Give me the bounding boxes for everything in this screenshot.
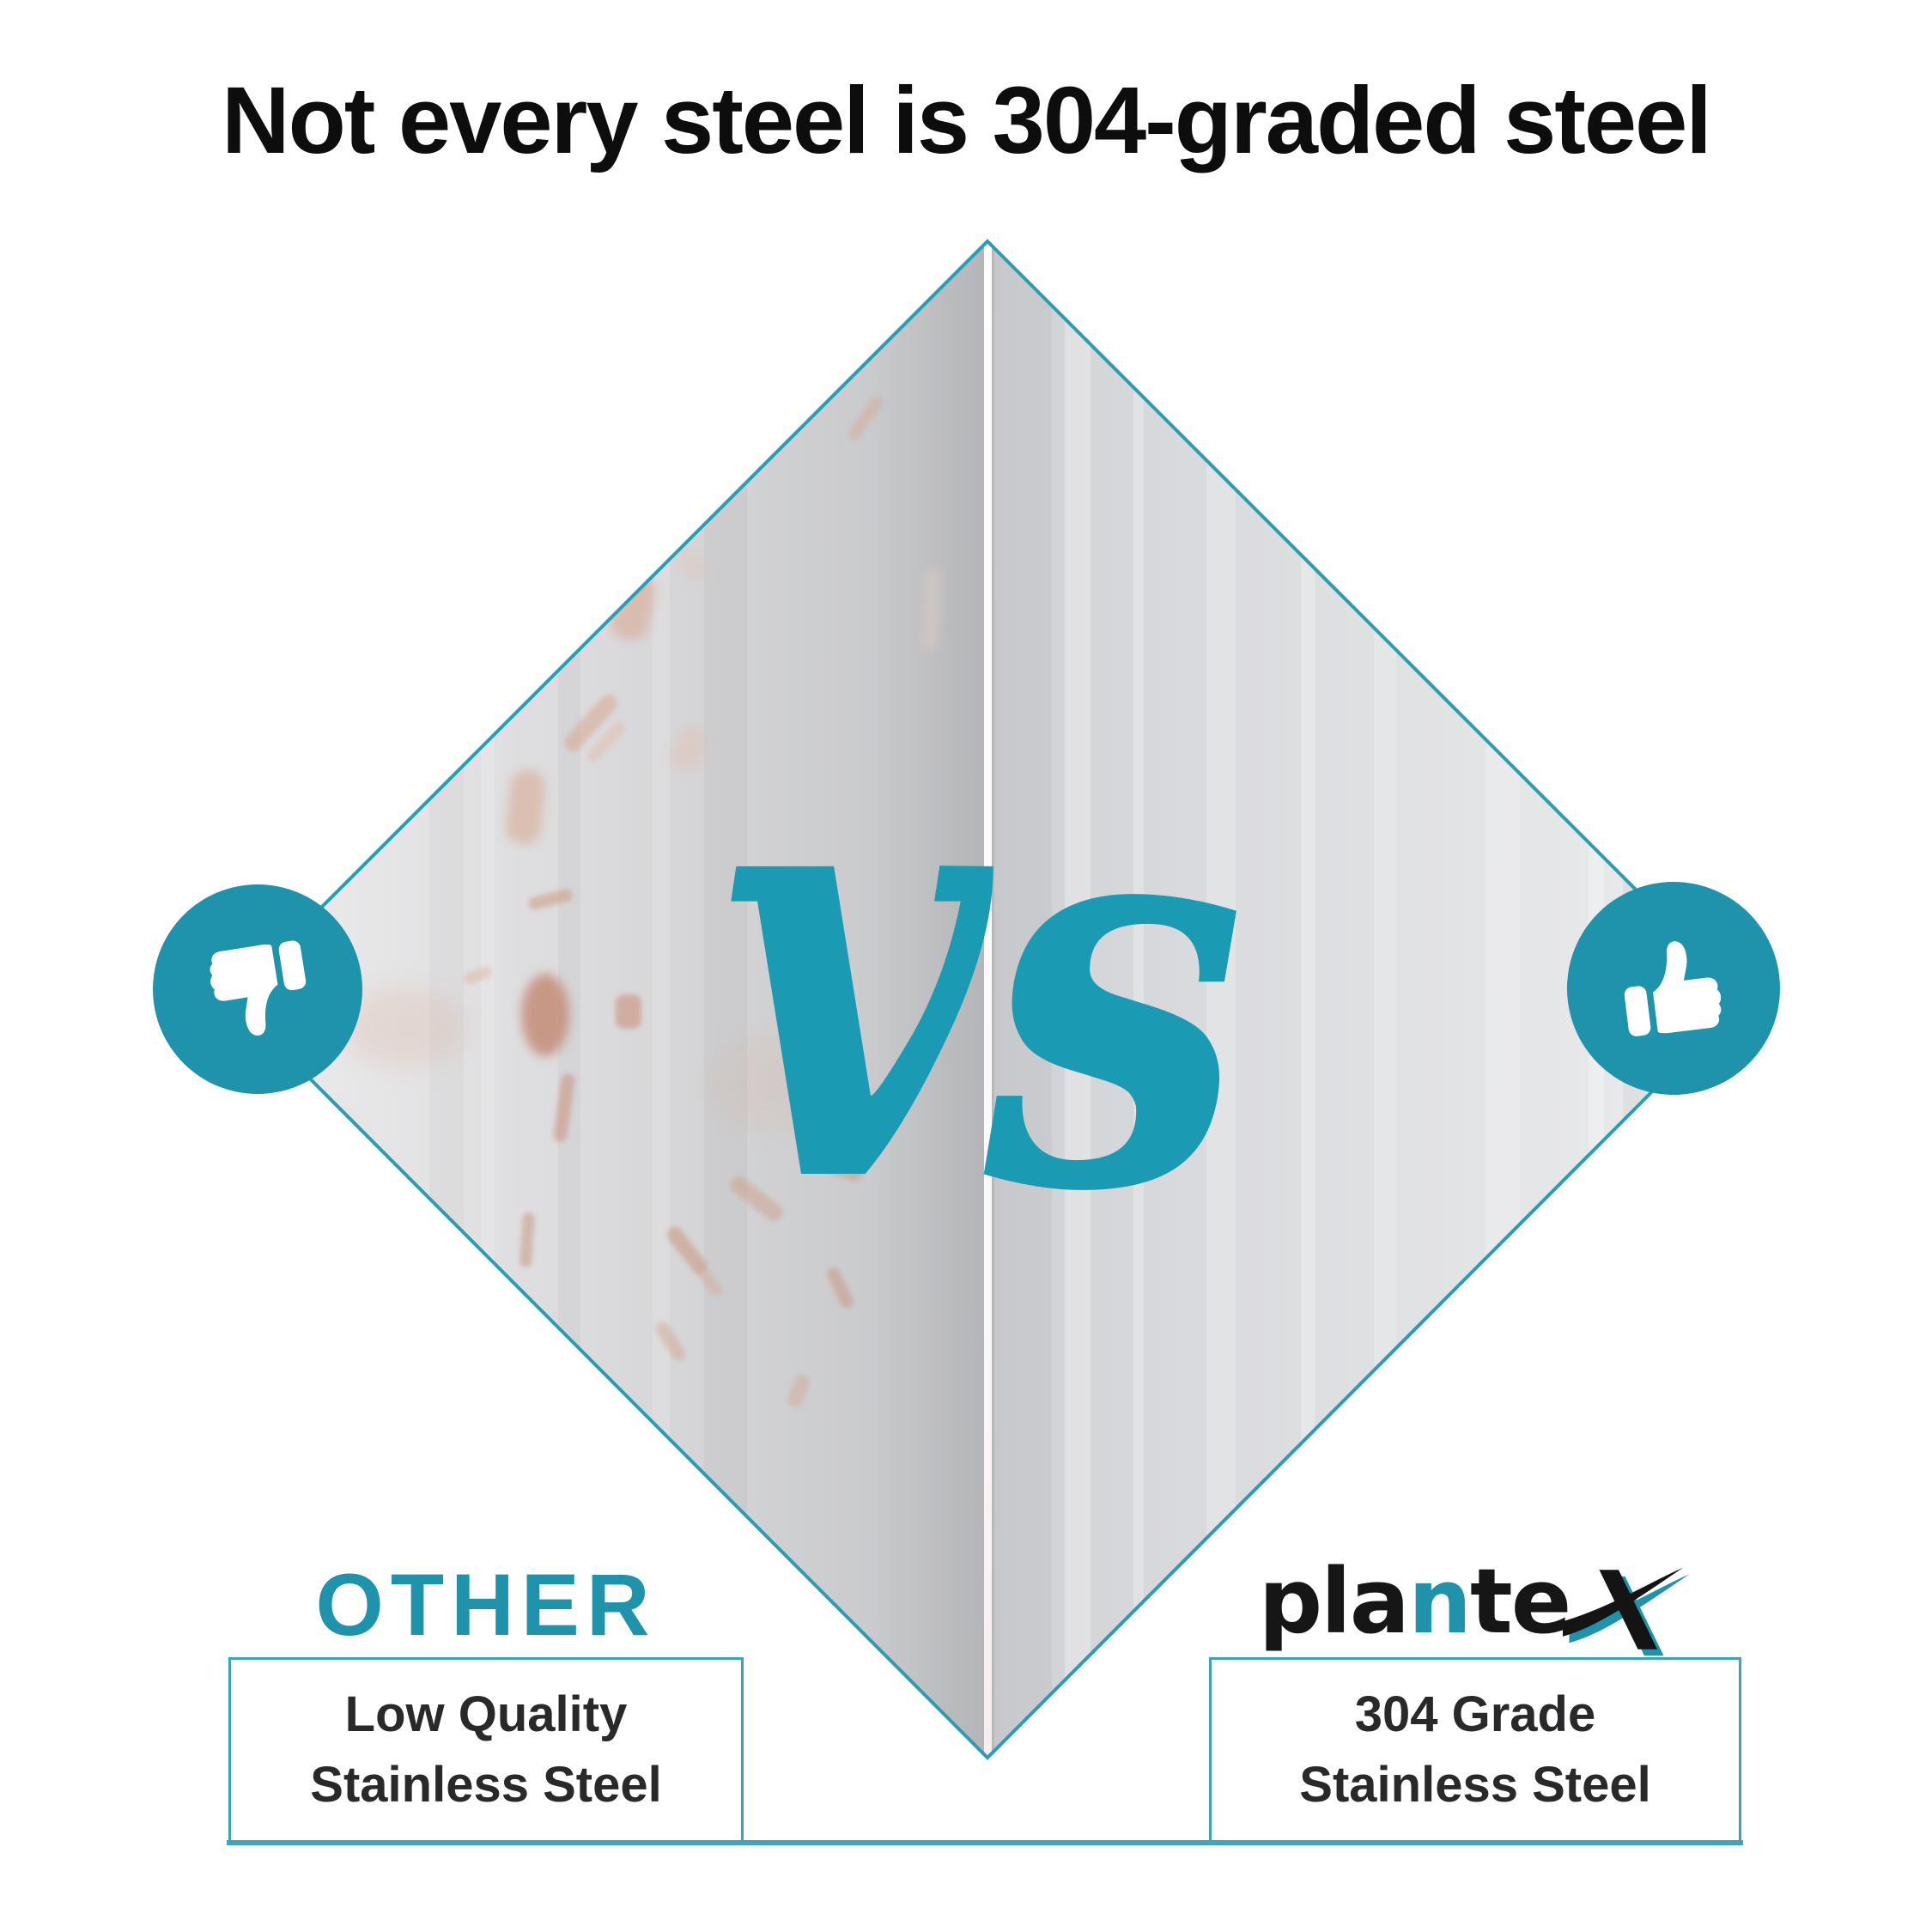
brand-segment-n: n (1407, 1549, 1472, 1654)
left-box-line-1: Low Quality (344, 1686, 628, 1742)
split-divider (984, 241, 992, 1758)
plantex-logo: pla n te (1209, 1549, 1741, 1656)
right-box-line-2: Stainless Steel (1299, 1757, 1651, 1813)
brand-segment-pla: pla (1258, 1549, 1410, 1654)
left-steel-box: Low Quality Stainless Steel (228, 1657, 744, 1843)
diamond-outline (228, 239, 1747, 1760)
page-title: Not every steel is 304-graded steel (222, 68, 1712, 173)
left-column-heading: OTHER (315, 1556, 657, 1654)
right-steel-box: 304 Grade Stainless Steel (1209, 1657, 1741, 1843)
brand-segment-te: te (1470, 1549, 1571, 1654)
vs-letter-s: s (984, 674, 1247, 1310)
swoosh-x-icon (1563, 1567, 1690, 1656)
thumbs-down-icon (153, 884, 362, 1094)
thumbs-up-icon (1567, 882, 1780, 1095)
vs-letter-v: v (721, 617, 990, 1314)
right-box-line-1: 304 Grade (1354, 1686, 1596, 1742)
left-box-line-2: Stainless Steel (310, 1757, 662, 1813)
bottom-divider-line (227, 1840, 1743, 1845)
